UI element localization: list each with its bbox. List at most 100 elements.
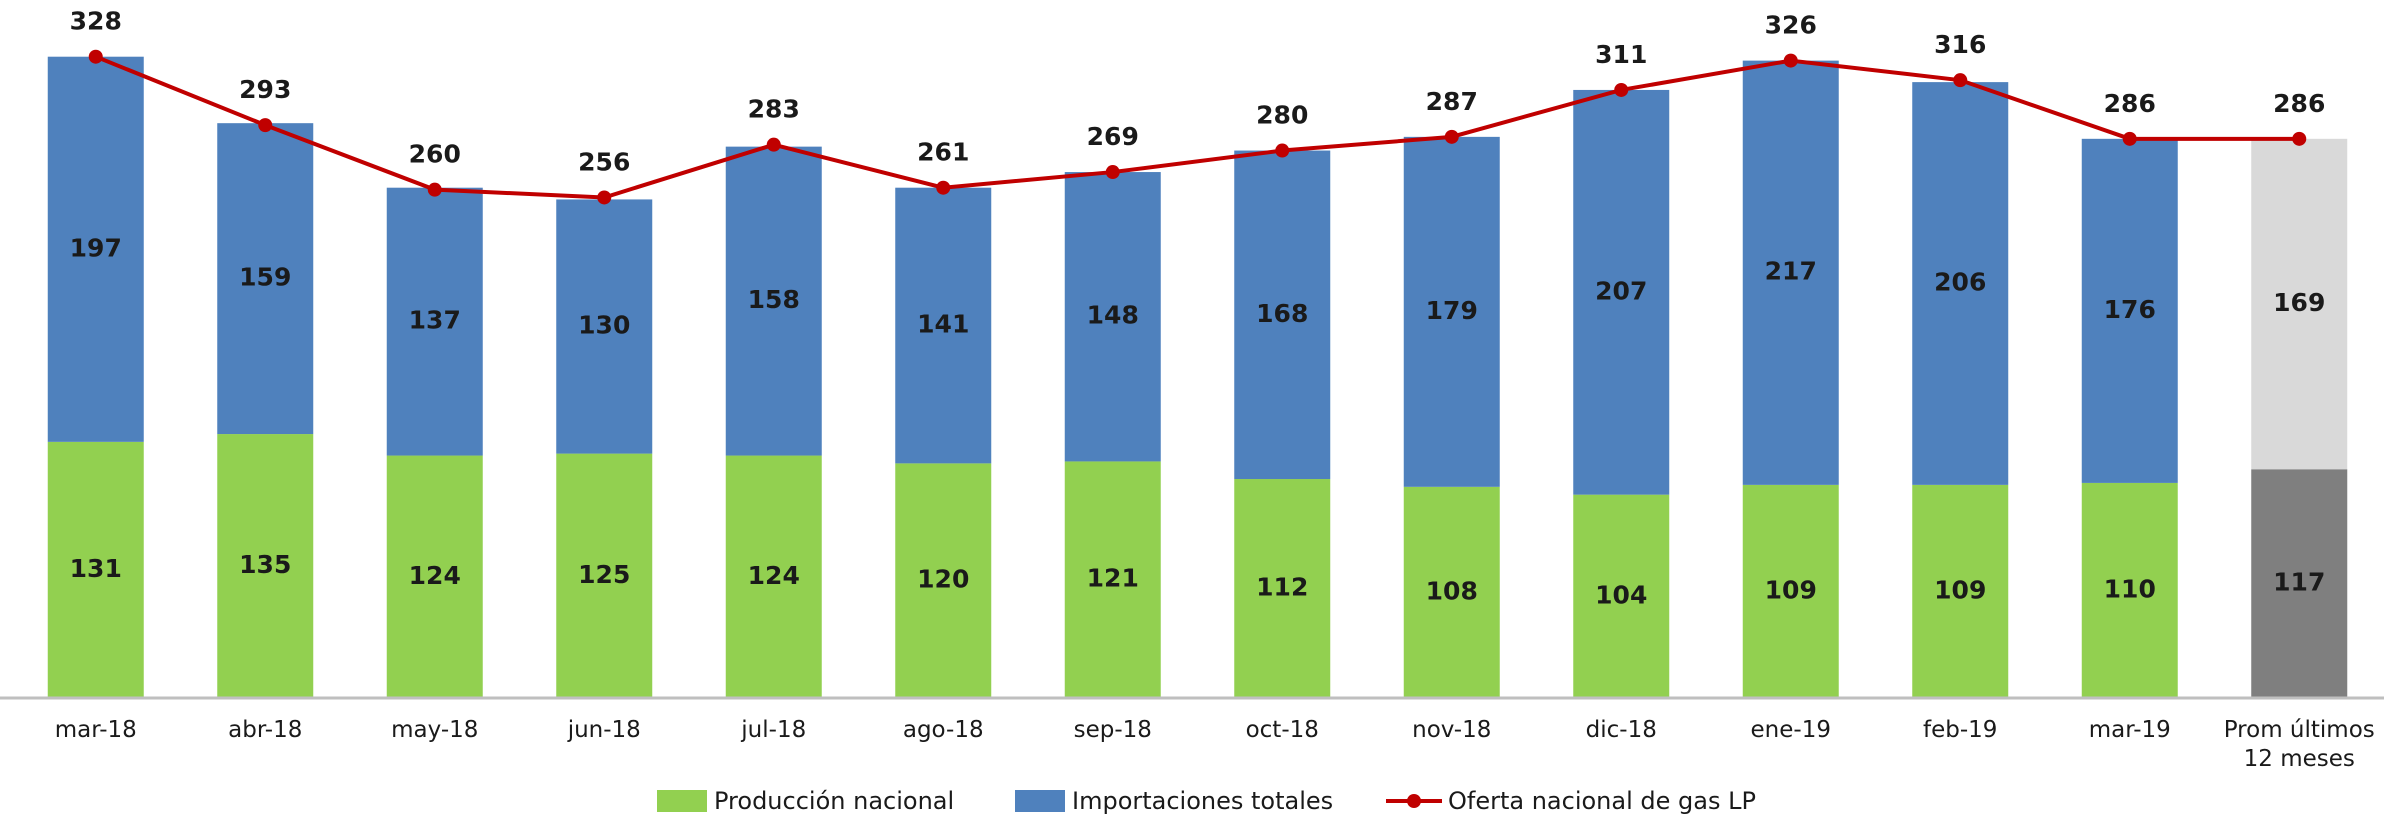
x-tick-label: jun-18 (567, 717, 641, 743)
bar-segment (725, 455, 822, 698)
line-label: 293 (239, 75, 291, 104)
x-tick-label: oct-18 (1245, 717, 1319, 743)
bar-segment (1912, 484, 2009, 698)
value-label: 169 (2273, 288, 2325, 317)
bar-segment (2081, 482, 2178, 698)
bar-segment (1742, 60, 1839, 485)
x-tick-label: mar-19 (2088, 717, 2171, 743)
line-marker (1953, 73, 1968, 88)
line-label: 283 (748, 95, 800, 124)
bar-segment (556, 453, 653, 698)
x-tick-label: jul-18 (741, 717, 807, 743)
value-label: 206 (1934, 268, 1986, 297)
value-label: 112 (1256, 573, 1308, 602)
value-label: 117 (2273, 568, 2325, 597)
line-marker (597, 190, 612, 205)
line-marker (1444, 129, 1459, 144)
bar-segment (1234, 150, 1331, 480)
line-label: 287 (1426, 87, 1478, 116)
bar-segment (1064, 461, 1161, 698)
bar-segment (1742, 484, 1839, 698)
bar-segment (2251, 138, 2348, 470)
bar-segment (1573, 89, 1670, 495)
value-label: 124 (748, 561, 800, 590)
value-label: 131 (70, 554, 122, 583)
line-label: 256 (578, 147, 630, 176)
line-marker (1614, 82, 1629, 97)
value-label: 137 (409, 306, 461, 335)
legend-swatch (657, 790, 707, 812)
value-label: 125 (578, 560, 630, 589)
line-marker (2122, 131, 2137, 146)
bar-segment (386, 455, 483, 698)
value-label: 130 (578, 311, 630, 340)
bar-segment (47, 56, 144, 442)
line-marker (766, 137, 781, 152)
line-label: 286 (2104, 89, 2156, 118)
value-label: 104 (1595, 580, 1647, 609)
line-label: 311 (1595, 40, 1647, 69)
bar-segment (895, 463, 992, 698)
line-label: 261 (917, 138, 969, 167)
value-label: 120 (917, 565, 969, 594)
x-tick-label: ago-18 (902, 717, 984, 743)
legend-label: Producción nacional (714, 787, 955, 815)
value-label: 148 (1087, 301, 1139, 330)
line-label: 260 (409, 140, 461, 169)
line-series (95, 54, 2300, 200)
x-tick-label: abr-18 (228, 717, 303, 743)
legend-swatch (1015, 790, 1065, 812)
bar-segment (217, 434, 314, 698)
line-label: 280 (1256, 101, 1308, 130)
bar-segment (217, 123, 314, 435)
bar-segment (386, 187, 483, 456)
line-marker (936, 180, 951, 195)
line-label: 286 (2273, 89, 2325, 118)
value-label: 109 (1765, 575, 1817, 604)
value-label: 197 (70, 233, 122, 262)
bar-segment (1403, 486, 1500, 698)
bar-segment (1573, 494, 1670, 698)
line-label: 326 (1765, 11, 1817, 40)
bar-segment (1912, 82, 2009, 485)
x-tick-label: ene-19 (1750, 717, 1831, 743)
value-label: 124 (409, 561, 461, 590)
line-marker (2292, 131, 2307, 146)
value-label: 109 (1934, 575, 1986, 604)
line-marker (1105, 165, 1120, 180)
line-marker (258, 118, 273, 133)
line-label: 269 (1087, 122, 1139, 151)
bar-segment (895, 187, 992, 464)
line-marker (1275, 143, 1290, 158)
line-marker (1783, 53, 1798, 68)
line-label: 328 (70, 7, 122, 36)
bar-segment (725, 146, 822, 456)
bar-segment (1403, 136, 1500, 487)
x-tick-label: sep-18 (1073, 717, 1152, 743)
x-tick-label: dic-18 (1585, 717, 1657, 743)
bar-segment (2081, 138, 2178, 483)
value-label: 207 (1595, 276, 1647, 305)
value-label: 168 (1256, 299, 1308, 328)
line-marker (427, 182, 442, 197)
x-tick-label: Prom últimos 12 meses (2223, 717, 2375, 772)
x-tick-label: nov-18 (1412, 717, 1492, 743)
value-label: 121 (1087, 564, 1139, 593)
x-tick-label: may-18 (391, 717, 479, 743)
x-tick-label: feb-19 (1923, 717, 1998, 743)
legend-label: Importaciones totales (1072, 787, 1334, 815)
value-label: 179 (1426, 296, 1478, 325)
bar-segment (2251, 469, 2348, 698)
value-label: 217 (1765, 257, 1817, 286)
line-marker (88, 49, 103, 64)
bar-segment (47, 441, 144, 698)
x-tick-label: mar-18 (54, 717, 137, 743)
bar-segment (556, 199, 653, 454)
value-label: 135 (239, 550, 291, 579)
value-label: 110 (2104, 574, 2156, 603)
bar-segment (1064, 172, 1161, 462)
value-label: 158 (748, 285, 800, 314)
value-label: 108 (1426, 576, 1478, 605)
